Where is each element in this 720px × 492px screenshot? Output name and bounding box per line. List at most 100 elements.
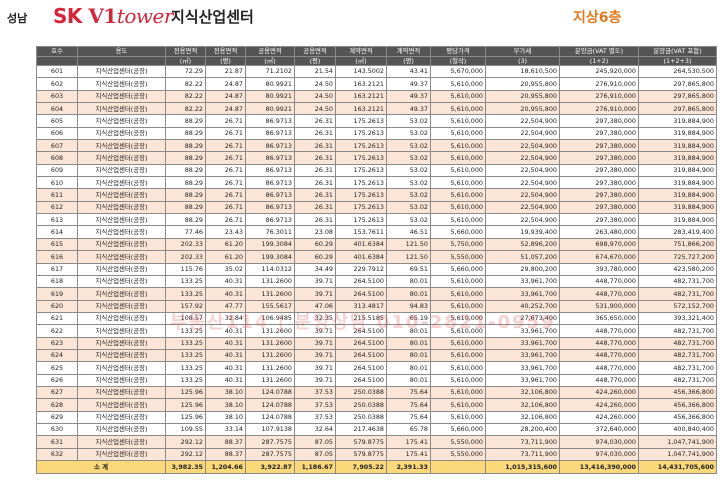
table-cell: 32,106,800: [485, 385, 560, 400]
column-unit: [77, 55, 166, 66]
table-cell: 26.71: [205, 139, 246, 153]
column-unit: (평): [386, 55, 431, 66]
table-cell: 108.57: [165, 311, 206, 326]
table-cell: 39.71: [294, 373, 336, 387]
column-unit: (절삭): [430, 55, 486, 66]
table-cell: 60.29: [294, 250, 336, 264]
column-header: 계약면적: [335, 46, 387, 57]
table-cell: 482,731,700: [638, 274, 717, 289]
unit-usage: 지식산업센터(공장): [77, 163, 166, 178]
table-cell: 88.29: [165, 188, 206, 202]
table-cell: 175.2613: [335, 126, 387, 141]
table-cell: 26.31: [294, 213, 336, 227]
table-row: 612 지식산업센터(공장) 88.29 26.71 86.9713 26.31 175.2…: [36, 200, 717, 215]
column-header: 분양금(VAT 별도): [559, 46, 639, 57]
table-cell: 175.2613: [335, 151, 387, 165]
column-header: 부가세: [485, 46, 560, 57]
table-cell: 86.9713: [245, 188, 295, 202]
table-cell: 297,865,800: [638, 102, 717, 116]
table-cell: 26.31: [294, 188, 336, 202]
table-cell: 39.71: [294, 361, 336, 375]
table-cell: 276,910,000: [559, 102, 639, 116]
table-cell: 87.05: [294, 447, 336, 462]
table-cell: 53.02: [386, 163, 431, 178]
table-cell: 21.54: [294, 64, 336, 79]
table-cell: 71.2102: [245, 64, 295, 79]
table-cell: 26.31: [294, 126, 336, 141]
table-cell: 133.25: [165, 287, 206, 301]
table-cell: 24.50: [294, 102, 336, 116]
unit-usage: 지식산업센터(공장): [77, 102, 166, 116]
table-cell: 106.9485: [245, 311, 295, 326]
table-cell: 163.2121: [335, 102, 387, 116]
column-unit: (평): [294, 55, 336, 66]
table-cell: 297,380,000: [559, 176, 639, 190]
table-cell: 175.2613: [335, 114, 387, 128]
table-cell: 20,955,800: [485, 77, 560, 91]
table-cell: 33,961,700: [485, 324, 560, 338]
table-cell: 131.2600: [245, 274, 295, 289]
table-cell: 276,910,000: [559, 89, 639, 104]
table-cell: 51,057,200: [485, 250, 560, 264]
column-unit: (㎡): [245, 55, 295, 66]
table-cell: 572,152,700: [638, 299, 717, 313]
location-label: 성남: [7, 12, 28, 25]
table-cell: 43.41: [386, 64, 431, 79]
unit-number: 612: [36, 200, 78, 215]
table-cell: 32,106,800: [485, 398, 560, 412]
table-cell: 245,920,000: [559, 64, 639, 79]
unit-number: 605: [36, 114, 78, 128]
table-row: 604 지식산업센터(공장) 82.22 24.87 80.9921 24.50 163.2…: [36, 102, 717, 116]
table-cell: 319,884,900: [638, 126, 717, 141]
table-cell: 75.64: [386, 385, 431, 400]
table-cell: 393,321,400: [638, 311, 717, 326]
unit-usage: 지식산업센터(공장): [77, 225, 166, 239]
table-cell: 86.9713: [245, 139, 295, 153]
table-cell: 33,961,700: [485, 336, 560, 350]
table-cell: 143.5002: [335, 64, 387, 79]
table-cell: 319,884,900: [638, 163, 717, 178]
table-cell: 250.0388: [335, 410, 387, 424]
table-cell: 264.5100: [335, 361, 387, 375]
table-cell: 263,480,000: [559, 225, 639, 239]
table-cell: 26.71: [205, 200, 246, 215]
unit-number: 628: [36, 398, 78, 412]
table-cell: 94.83: [386, 299, 431, 313]
unit-number: 609: [36, 163, 78, 178]
totals-cell: 1,186.67: [294, 460, 336, 474]
table-cell: 32,106,800: [485, 410, 560, 424]
table-cell: 297,380,000: [559, 151, 639, 165]
column-unit: (㎡): [165, 55, 206, 66]
unit-number: 616: [36, 250, 78, 264]
table-cell: 424,260,000: [559, 398, 639, 412]
table-cell: 125.96: [165, 398, 206, 412]
table-cell: 319,884,900: [638, 151, 717, 165]
table-cell: 61.20: [205, 250, 246, 264]
table-cell: 133.25: [165, 324, 206, 338]
table-cell: 34.49: [294, 262, 336, 276]
table-cell: 24.50: [294, 89, 336, 104]
table-cell: 19,939,400: [485, 225, 560, 239]
unit-usage: 지식산업센터(공장): [77, 447, 166, 462]
table-cell: 531,900,000: [559, 299, 639, 313]
table-cell: 175.41: [386, 447, 431, 462]
table-cell: 5,610,000: [430, 373, 486, 387]
table-cell: 80.01: [386, 336, 431, 350]
unit-usage: 지식산업센터(공장): [77, 324, 166, 338]
table-cell: 40,252,700: [485, 299, 560, 313]
table-cell: 5,610,000: [430, 398, 486, 412]
table-cell: 163.2121: [335, 77, 387, 91]
table-row: 618 지식산업센터(공장) 133.25 40.31 131.2600 39.71 264…: [36, 274, 717, 289]
table-cell: 22,504,900: [485, 188, 560, 202]
table-cell: 80.9921: [245, 102, 295, 116]
unit-number: 627: [36, 385, 78, 400]
unit-number: 632: [36, 447, 78, 462]
table-row: 610 지식산업센터(공장) 88.29 26.71 86.9713 26.31 175.2…: [36, 176, 717, 190]
brand-sk: SK: [53, 4, 89, 28]
table-cell: 88.29: [165, 114, 206, 128]
table-cell: 131.2600: [245, 373, 295, 387]
table-row: 619 지식산업센터(공장) 133.25 40.31 131.2600 39.71 264…: [36, 287, 717, 301]
table-row: 603 지식산업센터(공장) 82.22 24.87 80.9921 24.50 163.2…: [36, 89, 717, 104]
table-cell: 39.71: [294, 324, 336, 338]
table-cell: 47.77: [205, 299, 246, 313]
